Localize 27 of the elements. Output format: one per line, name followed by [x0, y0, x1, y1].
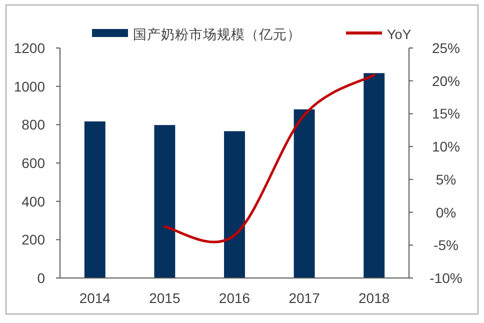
x-tick-label: 2015	[149, 290, 180, 306]
y-tick-label: 0	[37, 270, 46, 286]
y-tick-label: 1200	[14, 40, 46, 56]
x-tick-label: 2016	[218, 290, 250, 306]
x-tick-label: 2018	[358, 290, 390, 306]
y2-tick-label: -10%	[430, 270, 462, 286]
y2-tick-label: 5%	[436, 171, 456, 188]
x-tick-label: 2014	[79, 290, 111, 306]
y2-tick-label: 10%	[432, 138, 460, 155]
bar	[154, 125, 176, 278]
y-tick-label: 800	[22, 116, 46, 133]
legend-label: 国产奶粉市场规模（亿元）	[133, 27, 301, 42]
y2-tick-label: 0%	[436, 204, 456, 220]
y-tick-label: 600	[22, 155, 46, 171]
y2-tick-label: 25%	[432, 40, 460, 56]
y2-tick-label: -5%	[434, 237, 458, 254]
bar	[84, 121, 106, 278]
y2-tick-label: 15%	[432, 106, 460, 122]
y2-tick-label: 20%	[432, 72, 460, 89]
legend-label: YoY	[387, 27, 412, 42]
bar	[224, 131, 245, 278]
y-tick-label: 400	[22, 193, 46, 210]
y-tick-label: 200	[22, 232, 46, 248]
bar	[294, 109, 315, 278]
y-tick-label: 1000	[14, 78, 46, 94]
bar	[364, 73, 385, 278]
x-tick-label: 2017	[288, 290, 320, 306]
